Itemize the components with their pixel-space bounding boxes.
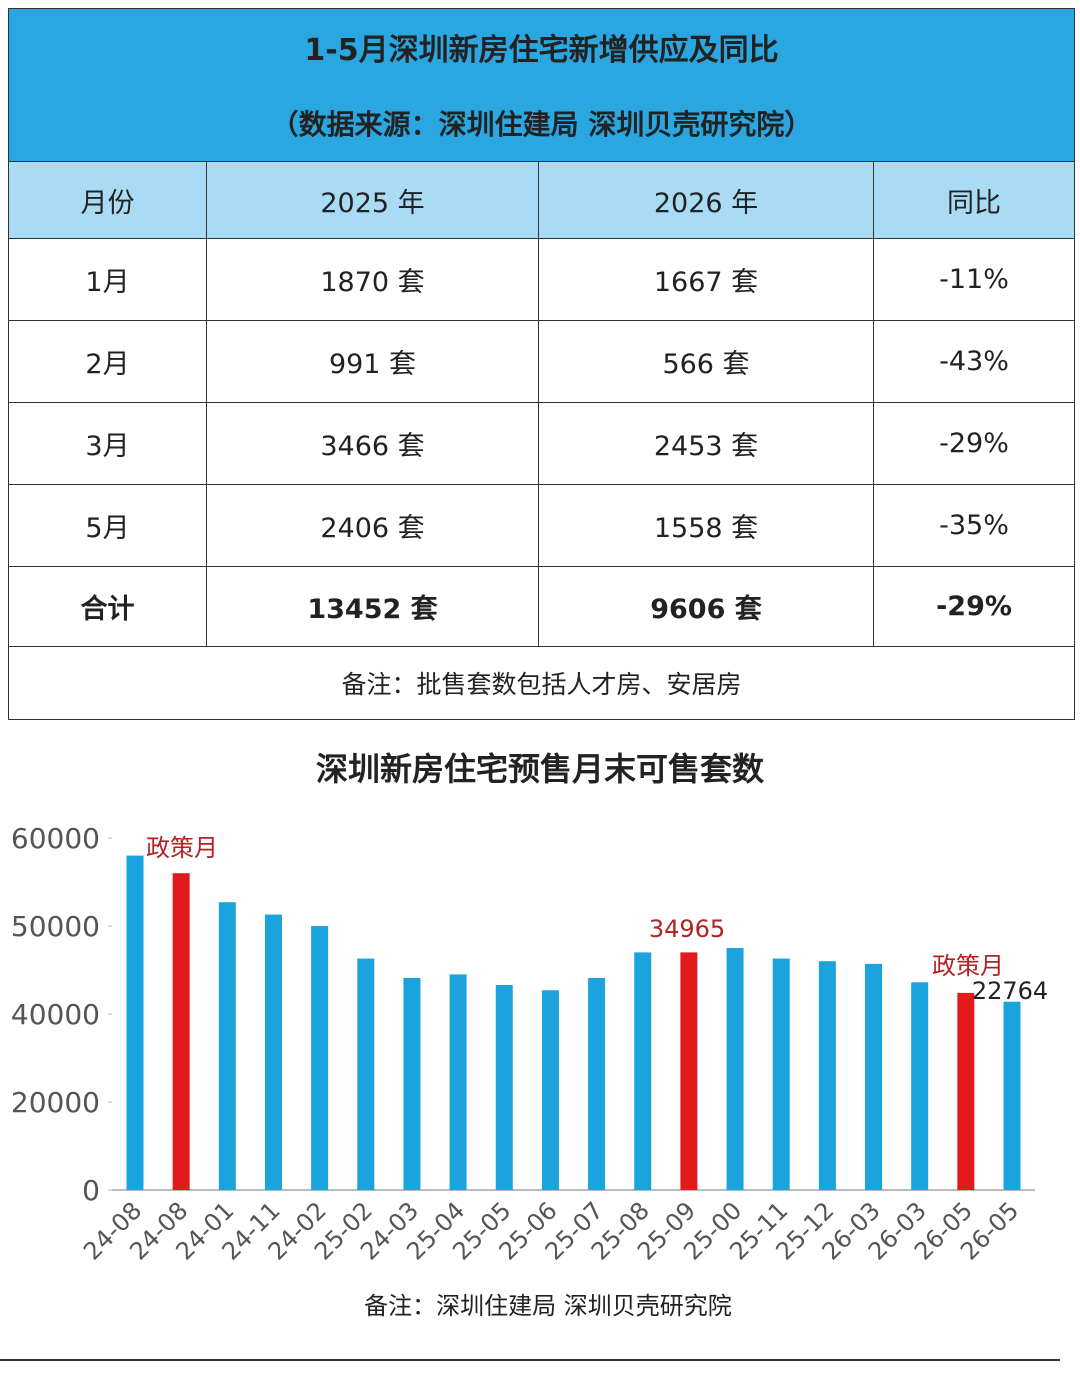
cell: 2406 套 [206,484,539,567]
total-cell: -29% [873,566,1075,647]
bar [403,977,421,1190]
cell: -43% [873,320,1075,403]
table-row: 2月 991 套 566 套 -43% [8,320,1075,403]
bar [772,958,790,1190]
bar [172,873,190,1190]
bar [495,984,513,1190]
annotation: 22764 [972,977,1048,1005]
total-cell: 合计 [8,566,207,647]
y-tick-label: 60000 [11,822,100,855]
y-tick-label: 40000 [11,998,100,1031]
table-subtitle: （数据来源：深圳住建局 深圳贝壳研究院） [8,85,1075,162]
annotation: 政策月 [932,952,1004,980]
table-note: 备注：批售套数包括人才房、安居房 [8,646,1075,720]
col-header: 月份 [8,161,207,239]
cell: -11% [873,238,1075,321]
table-row: 5月 2406 套 1558 套 -35% [8,484,1075,567]
chart-note: 备注：深圳住建局 深圳贝壳研究院 [364,1292,732,1320]
cell: 991 套 [206,320,539,403]
cell: 1月 [8,238,207,321]
col-header: 2025 年 [206,161,539,239]
cell: 2月 [8,320,207,403]
annotation: 政策月 [146,834,218,862]
cell: 1667 套 [538,238,874,321]
bar [311,926,329,1190]
col-header: 同比 [873,161,1075,239]
table-row: 1月 1870 套 1667 套 -11% [8,238,1075,321]
bar [218,902,236,1190]
supply-table: 1-5月深圳新房住宅新增供应及同比 （数据来源：深圳住建局 深圳贝壳研究院） 月… [8,8,1075,720]
bar [911,982,929,1190]
bar [588,977,606,1190]
bar [818,961,836,1190]
cell: 5月 [8,484,207,567]
cell: 2453 套 [538,402,874,485]
cell: 1870 套 [206,238,539,321]
table-row: 3月 3466 套 2453 套 -29% [8,402,1075,485]
bar [357,958,375,1190]
bar [449,974,467,1190]
cell: 3466 套 [206,402,539,485]
total-cell: 13452 套 [206,566,539,647]
bar [634,952,652,1190]
col-header: 2026 年 [538,161,874,239]
cell: -29% [873,402,1075,485]
y-tick-label: 0 [82,1174,100,1207]
chart-title: 深圳新房住宅预售月末可售套数 [316,750,765,788]
cell: -35% [873,484,1075,567]
bar [865,963,883,1190]
y-tick-label: 50000 [11,910,100,943]
table-title: 1-5月深圳新房住宅新增供应及同比 [8,8,1075,85]
bar [680,952,698,1190]
bar [264,914,282,1190]
bar [726,948,744,1190]
total-cell: 9606 套 [538,566,874,647]
bar [126,855,144,1190]
cell: 566 套 [538,320,874,403]
cell: 1558 套 [538,484,874,567]
bar [1003,1001,1021,1190]
cell: 3月 [8,402,207,485]
annotation: 34965 [649,915,725,943]
bar [541,990,559,1190]
y-tick-label: 20000 [11,1086,100,1119]
chart: 深圳新房住宅预售月末可售套数 备注：深圳住建局 深圳贝壳研究院 0 20000 40… [0,750,1060,1361]
bar [957,992,975,1190]
